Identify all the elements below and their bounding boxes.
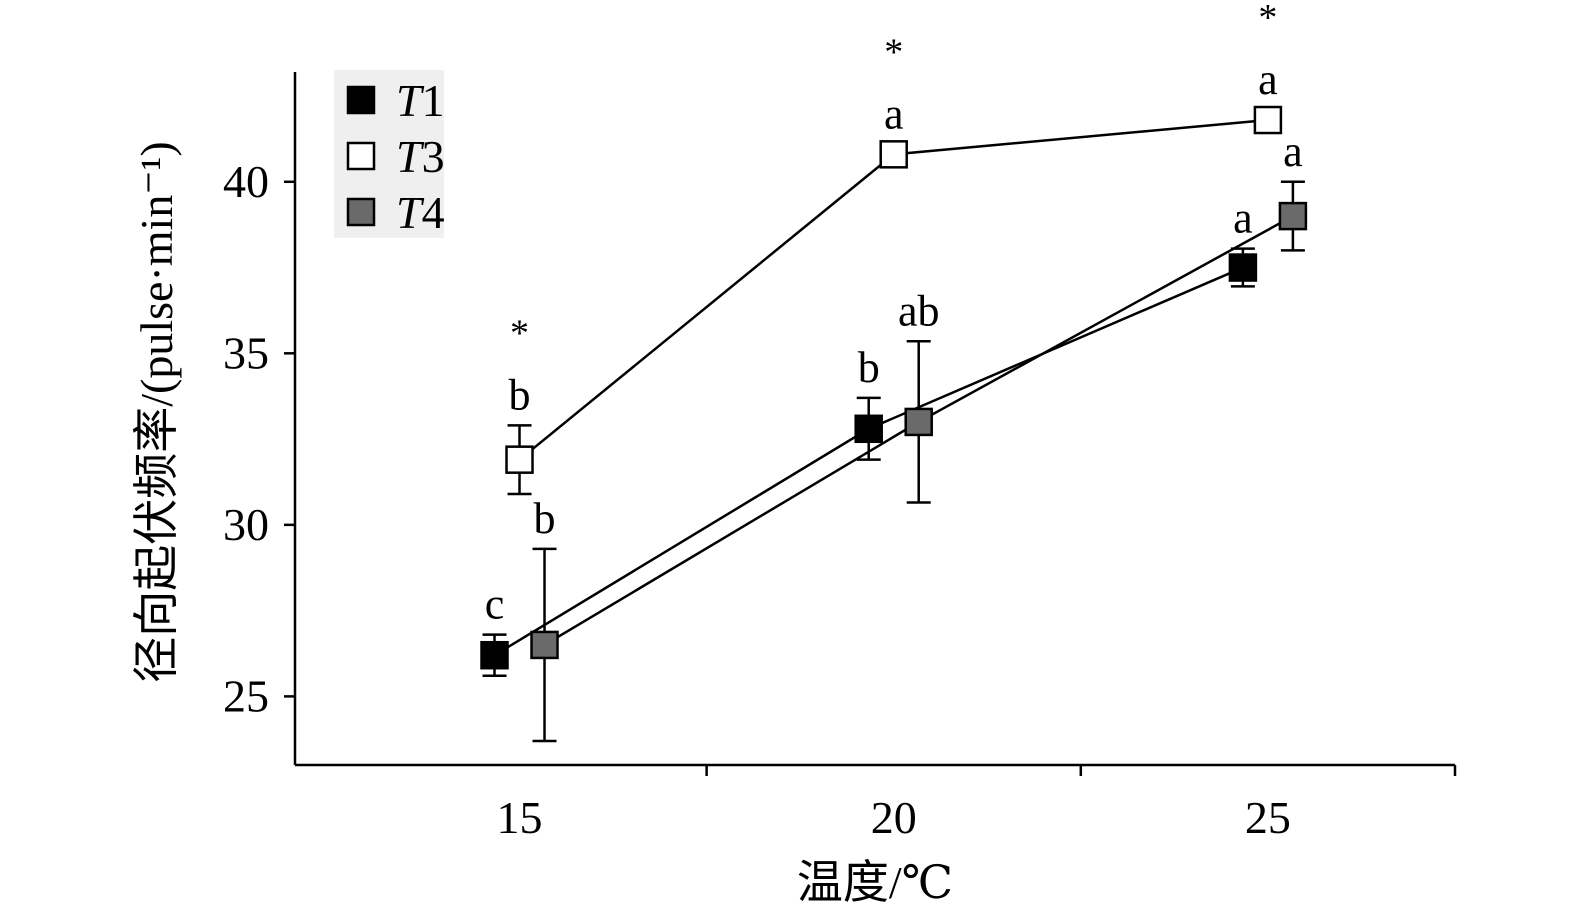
legend-label-t3: T3 xyxy=(396,131,445,182)
significance-asterisk: * xyxy=(510,312,529,354)
significance-label: b xyxy=(509,370,531,419)
x-axis-title: 温度/℃ xyxy=(797,857,953,908)
data-point-t3 xyxy=(505,445,534,474)
series-line-t3 xyxy=(518,118,1269,461)
axes: 25 30 35 40 15 20 25 xyxy=(223,72,1457,843)
data-point-t3 xyxy=(1253,105,1283,135)
x-tick-label: 20 xyxy=(871,792,917,843)
series-line-t1 xyxy=(493,266,1244,657)
y-tick-label: 30 xyxy=(223,499,269,550)
data-point-t4 xyxy=(530,630,559,660)
legend-marker-t4 xyxy=(346,197,376,227)
significance-label: a xyxy=(884,89,904,138)
x-tick-label: 25 xyxy=(1245,792,1291,843)
significance-label: a xyxy=(1233,194,1253,243)
significance-label: b xyxy=(858,343,880,392)
significance-label: a xyxy=(1283,127,1303,176)
annotation-layer: * * * xyxy=(510,0,1277,354)
significance-label: c xyxy=(485,580,505,629)
y-tick-label: 35 xyxy=(223,327,269,378)
y-tick-label: 40 xyxy=(223,156,269,207)
y-tick-label: 25 xyxy=(223,670,269,721)
legend-label-t1: T1 xyxy=(396,75,445,126)
x-tick-label: 15 xyxy=(497,792,543,843)
data-point-t1 xyxy=(854,414,883,444)
legend-label-t4: T4 xyxy=(396,187,445,238)
data-point-t4 xyxy=(1278,201,1308,231)
legend-marker-t1 xyxy=(346,85,376,115)
significance-label: ab xyxy=(898,286,940,335)
significance-asterisk: * xyxy=(884,31,903,73)
data-point-t1 xyxy=(1228,253,1258,282)
significance-label: b xyxy=(534,494,556,543)
legend-marker-t3 xyxy=(346,141,376,171)
data-point-t1 xyxy=(480,640,509,670)
data-point-t4 xyxy=(904,407,933,437)
significance-label: a xyxy=(1258,55,1278,104)
significance-asterisk: * xyxy=(1258,0,1277,39)
y-axis-title: 径向起伏频率/(pulse·min⁻¹) xyxy=(131,141,182,682)
data-point-t3 xyxy=(879,140,908,169)
